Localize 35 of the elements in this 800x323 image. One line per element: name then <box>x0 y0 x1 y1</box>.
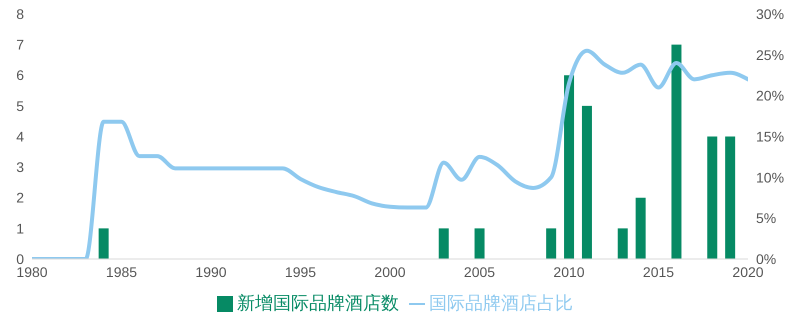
y-tick-label: 7 <box>16 36 24 53</box>
y-tick-label: 8 <box>16 6 24 22</box>
x-tick-label: 1985 <box>106 264 138 280</box>
x-tick-label: 2000 <box>374 264 406 280</box>
y2-tick-label: 25% <box>756 46 784 63</box>
y-tick-label: 6 <box>16 67 24 84</box>
bar <box>98 228 109 259</box>
x-tick-label: 2015 <box>642 264 674 280</box>
bar <box>707 136 718 259</box>
y-tick-label: 1 <box>16 220 24 236</box>
bar <box>636 198 646 259</box>
legend-label: 新增国际品牌酒店数 <box>237 293 399 313</box>
x-tick-label: 2005 <box>464 264 496 280</box>
y2-tick-label: 10% <box>756 169 784 186</box>
x-tick-label: 2010 <box>553 264 585 280</box>
x-tick-label: 1995 <box>284 264 316 280</box>
y2-tick-label: 5% <box>756 210 776 226</box>
bar <box>618 228 628 259</box>
bar <box>582 106 592 259</box>
bar <box>564 75 574 259</box>
y-tick-label: 5 <box>16 98 24 114</box>
legend-label: 国际品牌酒店占比 <box>429 293 573 313</box>
bar <box>474 228 485 259</box>
y-tick-label: 2 <box>16 190 24 206</box>
bar <box>725 136 736 259</box>
y-tick-label: 3 <box>16 159 24 176</box>
x-tick-label: 1990 <box>195 264 227 280</box>
bar <box>671 44 682 259</box>
bar <box>438 228 449 259</box>
y2-tick-label: 15% <box>756 128 784 144</box>
y2-tick-label: 20% <box>756 88 784 104</box>
y2-tick-label: 30% <box>756 6 784 22</box>
y-tick-label: 4 <box>16 128 24 144</box>
bar <box>546 228 556 259</box>
line-series <box>32 48 748 259</box>
